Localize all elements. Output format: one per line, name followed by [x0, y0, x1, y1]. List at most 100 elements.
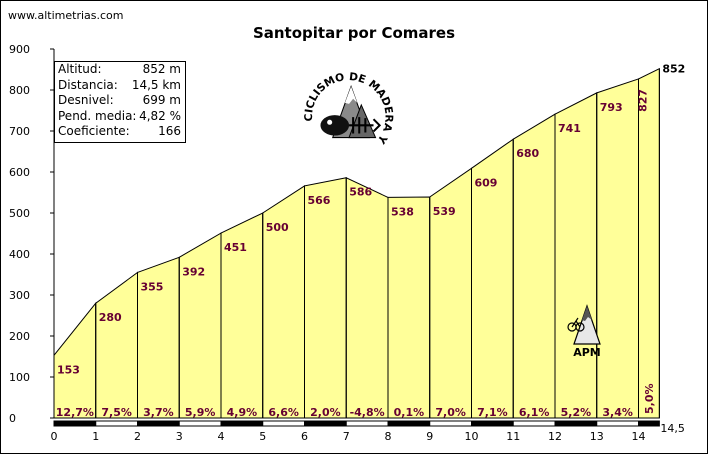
gradient-label: 3,4% [602, 406, 633, 419]
x-tick-label: 1 [92, 430, 99, 443]
gradient-label: 0,1% [394, 406, 425, 419]
altitude-label: 153 [57, 363, 80, 376]
distance-bar-segment [95, 420, 138, 427]
stats-label: Pend. media: [58, 108, 137, 123]
distance-bar-segment [429, 420, 472, 427]
altitude-label: 741 [558, 122, 581, 135]
gradient-label: 12,7% [56, 406, 94, 419]
fish-head-icon [320, 115, 350, 136]
altitude-label: 609 [475, 176, 498, 189]
summit-altitude-label: 852 [662, 63, 685, 76]
distance-bar-segment [220, 420, 264, 427]
y-tick-label: 600 [9, 166, 30, 179]
gradient-label: 5,0% [643, 383, 656, 414]
profile-segment [596, 78, 639, 419]
apm-mountain-icon [573, 304, 601, 345]
stats-row: Distancia: 14,5 km [55, 78, 185, 94]
stats-row: Desnivel: 699 m [55, 93, 185, 109]
x-tick-label: 6 [301, 430, 308, 443]
stats-label: Desnivel: [58, 93, 114, 107]
distance-bar-segment [638, 420, 660, 427]
altitude-label: 280 [99, 311, 122, 324]
profile-segment [178, 232, 222, 419]
profile-segment [53, 301, 97, 419]
distance-bar-segment [53, 420, 97, 427]
distance-bar-segment [304, 420, 347, 427]
apm-peak-icon [582, 306, 592, 321]
apm-bike-frame-icon [571, 317, 581, 328]
x-tick-label: 9 [426, 430, 433, 443]
altitude-label: 680 [516, 147, 539, 160]
profile-segment [345, 176, 389, 419]
x-tick-label: 2 [134, 430, 141, 443]
site-url: www.altimetrias.com [8, 9, 124, 22]
stats-label: Distancia: [58, 77, 118, 92]
profile-segment [638, 67, 660, 419]
gradient-label: 4,9% [227, 406, 258, 419]
gradient-label: 5,9% [185, 406, 216, 419]
gradient-label: -4,8% [350, 406, 385, 419]
altitude-label: 392 [182, 265, 205, 278]
y-tick-label: 100 [9, 371, 30, 384]
gradient-label: 7,1% [477, 406, 508, 419]
distance-bar-segment [345, 420, 389, 427]
altitude-label: 586 [349, 186, 372, 199]
x-tick-label: 7 [343, 430, 350, 443]
x-tick-label: 11 [506, 430, 520, 443]
x-tick-label: 10 [465, 430, 479, 443]
apm-bike-wheel-icon [575, 322, 585, 332]
x-tick-label: 5 [259, 430, 266, 443]
stats-box: Altitud: 852 m Distancia: 14,5 km Desnivel: 6… [54, 61, 186, 143]
x-tick-label: 8 [385, 430, 392, 443]
y-tick-label: 300 [9, 289, 30, 302]
apm-badge-label: APM [573, 346, 601, 359]
gradient-label: 5,2% [561, 406, 592, 419]
distance-bar-segment [387, 420, 431, 427]
x-tick-label: 14 [632, 430, 646, 443]
stats-row: Altitud: 852 m [55, 62, 185, 78]
y-tick-label: 900 [9, 43, 30, 56]
stats-value: 4,82 % [139, 108, 181, 123]
mountain-icon [348, 103, 377, 139]
x-tick-label: 13 [590, 430, 604, 443]
profile-segment [554, 92, 598, 419]
club-logo: CICLISMO DE MADERA Y VIENTO [296, 58, 396, 146]
gradient-label: 3,7% [143, 406, 174, 419]
y-tick-label: 800 [9, 84, 30, 97]
profile-segment [387, 196, 431, 419]
stats-value: 166 [158, 124, 181, 138]
gradient-label: 6,6% [268, 406, 299, 419]
stats-value: 14,5 km [131, 77, 181, 92]
stats-value: 852 m [142, 62, 181, 76]
y-tick-label: 400 [9, 248, 30, 261]
distance-bar-segment [596, 420, 639, 427]
y-tick-label: 500 [9, 207, 30, 220]
y-tick-label: 0 [9, 412, 16, 425]
y-tick-label: 200 [9, 330, 30, 343]
altitude-label: 451 [224, 241, 247, 254]
gradient-label: 2,0% [310, 406, 341, 419]
altitude-label: 355 [141, 280, 164, 293]
x-tick-label: 12 [548, 430, 562, 443]
altitude-label: 793 [600, 101, 623, 114]
gradient-label: 7,5% [101, 406, 132, 419]
profile-segment [304, 177, 347, 419]
y-tick-label: 700 [9, 125, 30, 138]
gradient-label: 6,1% [519, 406, 550, 419]
distance-bar-segment [512, 420, 556, 427]
stats-row: Pend. media: 4,82 % [55, 109, 185, 125]
x-tick-label: 14,5 [660, 422, 685, 435]
stats-value: 699 m [142, 93, 181, 107]
distance-bar-segment [137, 420, 180, 427]
x-tick-label: 0 [51, 430, 58, 443]
stats-row: Coeficiente: 166 [55, 124, 185, 140]
stats-label: Coeficiente: [58, 124, 130, 138]
altitude-label: 827 [637, 89, 650, 112]
chart-title: Santopitar por Comares [252, 24, 456, 42]
altitude-label: 538 [391, 205, 414, 218]
x-tick-label: 3 [176, 430, 183, 443]
fish-bone-icon [349, 117, 382, 134]
stats-label: Altitud: [58, 62, 102, 76]
distance-bar-segment [471, 420, 514, 427]
